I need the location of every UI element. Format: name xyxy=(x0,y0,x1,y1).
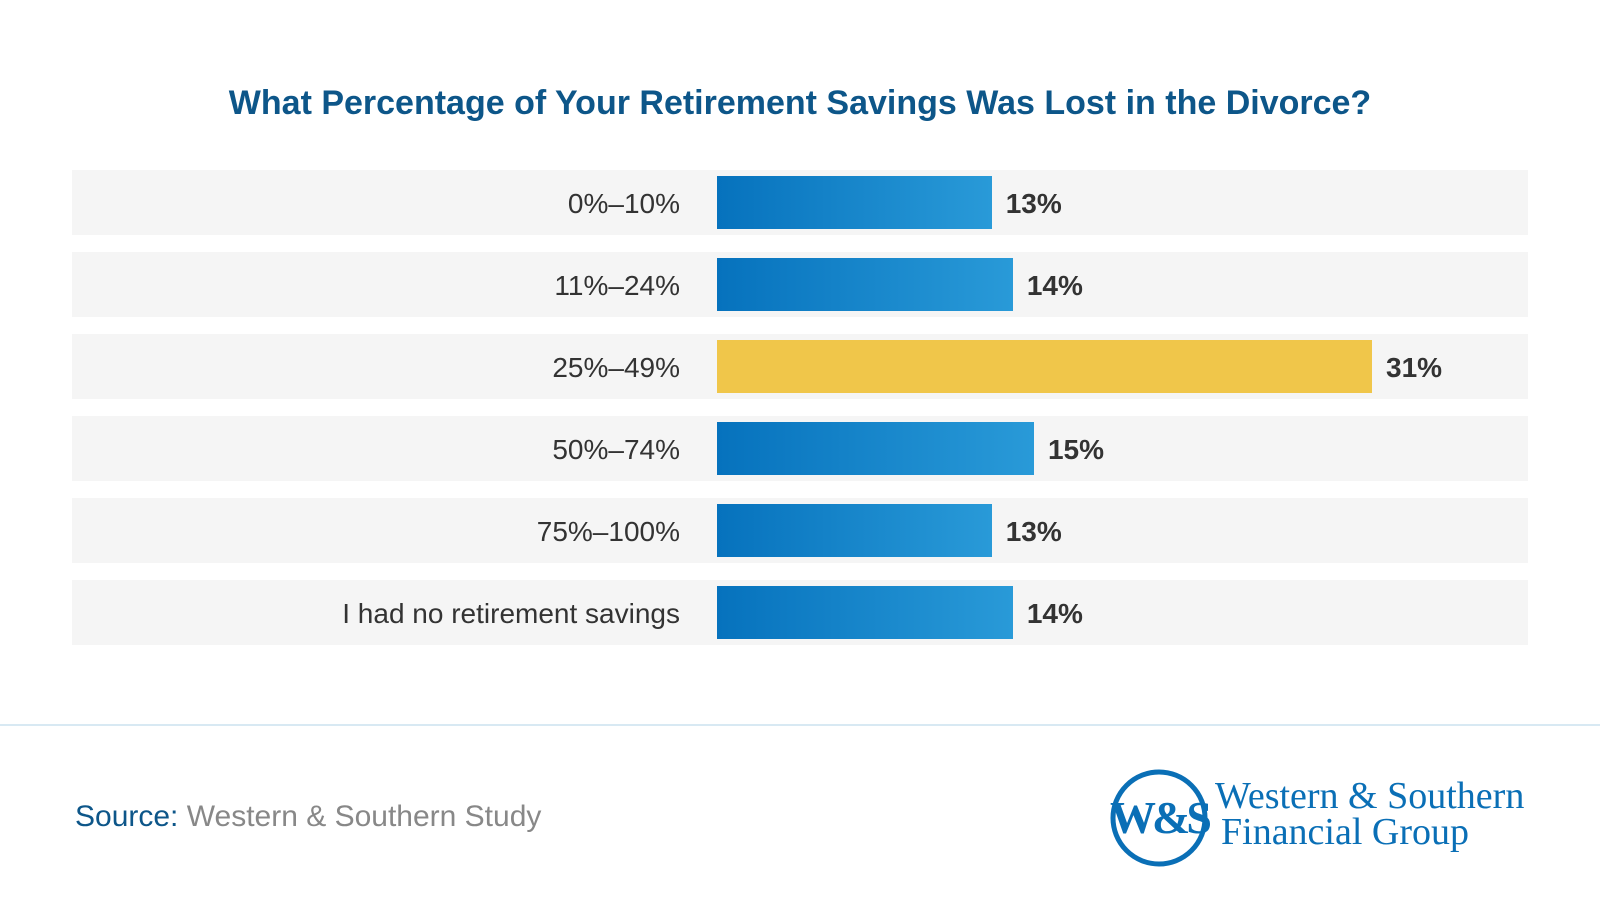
bar-row: 75%–100% 13% xyxy=(72,498,1528,563)
category-label: 75%–100% xyxy=(536,516,680,547)
value-label: 15% xyxy=(1047,434,1104,465)
bar xyxy=(717,422,1034,475)
category-label: 11%–24% xyxy=(554,270,680,301)
source-value: Western & Southern Study xyxy=(186,800,542,833)
svg-text:Western & Southern: Western & Southern xyxy=(1215,775,1524,817)
chart-title: What Percentage of Your Retirement Savin… xyxy=(228,84,1372,122)
value-label: 14% xyxy=(1026,598,1083,629)
category-label: 25%–49% xyxy=(552,352,680,383)
bar xyxy=(717,586,1013,639)
bar xyxy=(717,340,1373,393)
company-logo: W&S Western & Southern Financial Group xyxy=(1108,766,1528,875)
category-label: 0%–10% xyxy=(567,188,680,219)
source-label: Source: xyxy=(75,800,179,833)
divider xyxy=(0,724,1600,726)
bar-row: 11%–24% 14% xyxy=(72,252,1528,317)
source-note: Source: Western & Southern Study xyxy=(75,800,541,834)
category-label: 50%–74% xyxy=(552,434,680,465)
bar-row: 25%–49% 31% xyxy=(72,334,1528,399)
bar-row: I had no retirement savings 14% xyxy=(72,580,1528,645)
value-label: 13% xyxy=(1005,188,1062,219)
category-label: I had no retirement savings xyxy=(342,598,680,629)
bar-row: 50%–74% 15% xyxy=(72,416,1528,481)
svg-text:W&S: W&S xyxy=(1110,792,1210,843)
bar xyxy=(717,504,992,557)
bar xyxy=(717,176,992,229)
svg-text:Financial Group: Financial Group xyxy=(1221,811,1469,853)
bar-row: 0%–10% 13% xyxy=(72,170,1528,235)
value-label: 31% xyxy=(1386,352,1443,383)
value-label: 14% xyxy=(1026,270,1083,301)
value-label: 13% xyxy=(1005,516,1062,547)
bar xyxy=(717,258,1013,311)
